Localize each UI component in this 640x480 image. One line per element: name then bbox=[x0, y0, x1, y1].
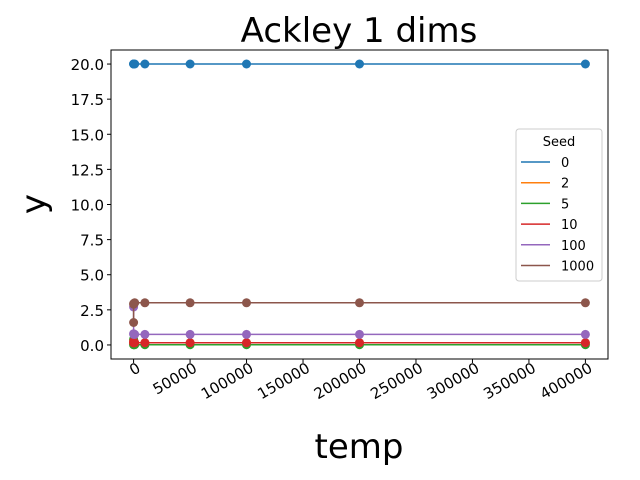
y-tick-label: 2.5 bbox=[80, 302, 104, 320]
data-point-1000-5 bbox=[185, 298, 195, 308]
y-tick-label: 0.0 bbox=[80, 337, 104, 355]
chart-title: Ackley 1 dims bbox=[241, 11, 478, 51]
y-tick-label: 7.5 bbox=[80, 232, 104, 250]
data-point-1000-8 bbox=[580, 298, 590, 308]
legend-label-10: 10 bbox=[561, 218, 578, 233]
legend-box bbox=[515, 128, 603, 282]
legend: Seed 0 2 5 10 100 1000 bbox=[515, 128, 603, 282]
x-tick-label: 0 bbox=[126, 359, 143, 379]
y-tick-label: 12.5 bbox=[71, 161, 104, 179]
data-point-100-7 bbox=[355, 329, 364, 339]
y-axis-label: y bbox=[14, 194, 54, 214]
data-point-10-7 bbox=[355, 338, 364, 348]
plot-area bbox=[129, 59, 590, 350]
data-point-1000-0 bbox=[129, 318, 139, 327]
data-point-0-4 bbox=[140, 59, 150, 69]
legend-label-2: 2 bbox=[561, 177, 569, 192]
data-point-0-8 bbox=[580, 59, 590, 69]
x-tick-label: 100000 bbox=[198, 359, 257, 403]
data-point-10-5 bbox=[185, 338, 195, 348]
data-point-1000-3 bbox=[130, 298, 140, 308]
x-axis-label: temp bbox=[315, 427, 404, 467]
y-tick-label: 5.0 bbox=[80, 267, 104, 285]
data-point-10-3 bbox=[130, 338, 140, 348]
x-tick-label: 50000 bbox=[150, 359, 200, 398]
data-point-0-6 bbox=[242, 59, 251, 69]
legend-label-5: 5 bbox=[561, 197, 569, 212]
data-point-100-3 bbox=[130, 329, 140, 339]
data-point-100-4 bbox=[140, 329, 150, 339]
x-tick-label: 400000 bbox=[537, 359, 596, 403]
x-tick-label: 250000 bbox=[367, 359, 426, 403]
data-point-1000-4 bbox=[140, 298, 150, 308]
x-tick-label: 350000 bbox=[480, 359, 539, 403]
data-point-100-8 bbox=[580, 329, 590, 339]
y-tick-label: 20.0 bbox=[71, 56, 104, 74]
data-point-0-3 bbox=[130, 59, 140, 69]
data-point-10-6 bbox=[242, 338, 251, 348]
legend-label-1000: 1000 bbox=[561, 260, 594, 275]
data-point-100-5 bbox=[185, 329, 195, 339]
y-tick-label: 15.0 bbox=[71, 126, 104, 144]
data-point-1000-6 bbox=[242, 298, 251, 308]
x-tick-label: 300000 bbox=[424, 359, 483, 403]
x-tick-label: 150000 bbox=[254, 359, 313, 403]
data-point-0-5 bbox=[185, 59, 195, 69]
data-point-1000-7 bbox=[355, 298, 364, 308]
y-tick-label: 10.0 bbox=[71, 197, 104, 215]
data-point-10-4 bbox=[140, 338, 150, 348]
data-point-100-6 bbox=[242, 329, 251, 339]
x-tick-label: 200000 bbox=[311, 359, 370, 403]
legend-label-0: 0 bbox=[561, 156, 569, 171]
data-point-0-7 bbox=[355, 59, 364, 69]
legend-title: Seed bbox=[543, 135, 576, 150]
data-point-10-8 bbox=[580, 338, 590, 348]
legend-label-100: 100 bbox=[561, 239, 586, 254]
y-tick-label: 17.5 bbox=[71, 91, 104, 109]
